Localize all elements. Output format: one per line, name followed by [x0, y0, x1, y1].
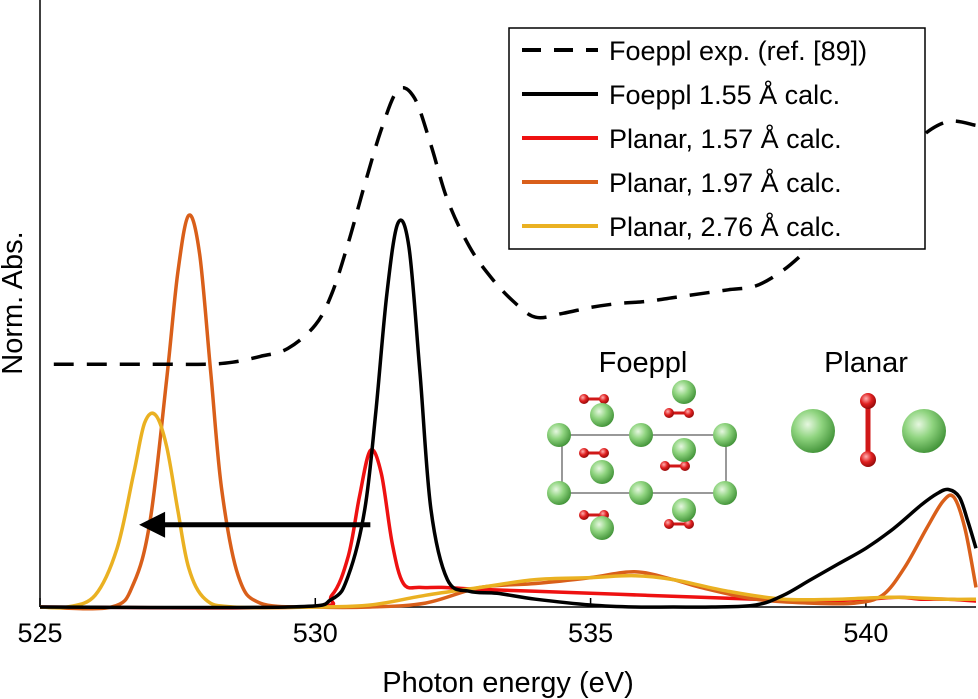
oxygen-atom: [579, 394, 589, 404]
metal-atom: [547, 481, 571, 505]
x-tick-label: 535: [568, 618, 613, 648]
metal-atom: [629, 423, 653, 447]
oxygen-atom: [579, 448, 589, 458]
x-tick-label: 525: [17, 618, 62, 648]
shift-arrow-head: [139, 511, 166, 538]
x-tick-label: 530: [293, 618, 338, 648]
x-axis-label: Photon energy (eV): [382, 667, 633, 699]
metal-atom: [590, 460, 614, 484]
oxygen-atom: [684, 408, 694, 418]
planar-structure-image: [791, 393, 946, 467]
oxygen-atom: [680, 461, 690, 471]
legend-label-2: Planar, 1.57 Å calc.: [609, 123, 842, 154]
metal-atom: [672, 380, 696, 404]
metal-atom: [629, 481, 653, 505]
metal-atom: [791, 409, 835, 453]
oxygen-atom: [664, 519, 674, 529]
series-line-4: [39, 411, 977, 610]
legend-label-1: Foeppl 1.55 Å calc.: [609, 79, 840, 110]
oxygen-atom: [860, 451, 876, 467]
metal-atom: [672, 438, 696, 462]
legend-label-4: Planar, 2.76 Å calc.: [609, 211, 842, 242]
foeppl-structure-image: [547, 380, 737, 540]
metal-atom: [590, 403, 614, 427]
series-layer: [39, 86, 978, 611]
legend: Foeppl exp. (ref. [89]) Foeppl 1.55 Å cal…: [508, 27, 926, 250]
legend-label-3: Planar, 1.97 Å calc.: [609, 167, 842, 198]
planar-structure-title: Planar: [824, 347, 908, 379]
oxygen-atom: [664, 408, 674, 418]
foeppl-structure-title: Foeppl: [599, 347, 688, 379]
metal-atom: [547, 423, 571, 447]
metal-atom: [672, 498, 696, 522]
metal-atom: [590, 516, 614, 540]
oxygen-atom: [599, 394, 609, 404]
metal-atom: [713, 481, 737, 505]
shift-arrow: [139, 511, 371, 538]
x-ticks: 525 530 535 540: [17, 598, 888, 648]
series-line-1: [39, 218, 978, 610]
legend-label-0: Foeppl exp. (ref. [89]): [609, 36, 867, 66]
oxygen-atom: [860, 393, 876, 409]
oxygen-atom: [660, 461, 670, 471]
y-axis-label: Norm. Abs.: [0, 231, 29, 374]
oxygen-atom: [579, 510, 589, 520]
metal-atom: [713, 423, 737, 447]
oxygen-atom: [599, 448, 609, 458]
metal-atom: [902, 409, 946, 453]
x-tick-label: 540: [843, 618, 888, 648]
series-line-3: [39, 213, 978, 611]
